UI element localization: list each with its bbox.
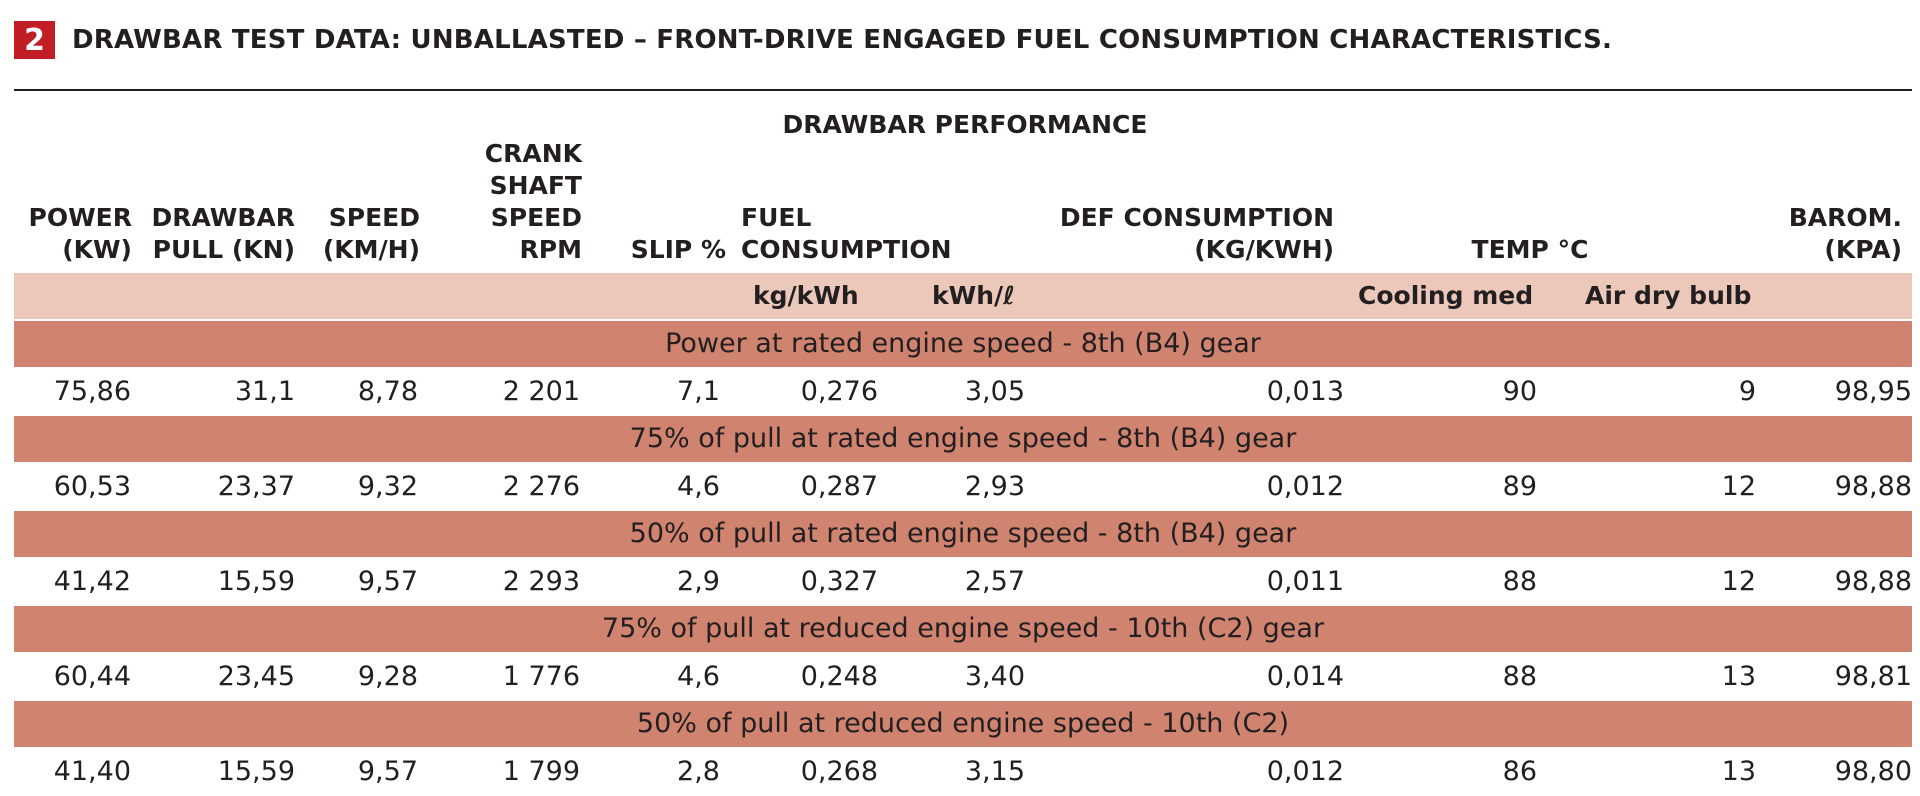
cell-cooling-med: 88: [1502, 566, 1537, 597]
subheader-kg-kwh: kg/kWh: [753, 281, 859, 310]
cell-drawbar-pull: 15,59: [217, 756, 295, 787]
cell-drawbar-pull: 31,1: [234, 376, 295, 407]
cell-def: 0,011: [1266, 566, 1344, 597]
cell-kwh-l: 3,05: [964, 376, 1025, 407]
cell-barometer: 98,88: [1834, 566, 1912, 597]
cell-def: 0,013: [1266, 376, 1344, 407]
cell-rpm: 2 201: [502, 376, 580, 407]
cell-rpm: 1 776: [502, 661, 580, 692]
cell-rpm: 1 799: [502, 756, 580, 787]
subheader-kwh-l: kWh/ℓ: [932, 281, 1015, 310]
cell-air-dry-bulb: 13: [1721, 661, 1756, 692]
cell-kg-kwh: 0,268: [800, 756, 878, 787]
cell-slip: 2,9: [677, 566, 720, 597]
cell-rpm: 2 276: [502, 471, 580, 502]
table-row: 75,86 31,1 8,78 2 201 7,1 0,276 3,05 0,0…: [14, 368, 1912, 416]
cell-power: 41,40: [53, 756, 131, 787]
cell-speed: 8,78: [357, 376, 418, 407]
cell-air-dry-bulb: 13: [1721, 756, 1756, 787]
cell-cooling-med: 89: [1502, 471, 1537, 502]
col-header-slip: SLIP %: [630, 235, 726, 264]
table-row: 60,44 23,45 9,28 1 776 4,6 0,248 3,40 0,…: [14, 653, 1912, 701]
cell-drawbar-pull: 23,37: [217, 471, 295, 502]
section-row-label: Power at rated engine speed - 8th (B4) g…: [14, 321, 1912, 368]
section-row-label: 75% of pull at rated engine speed - 8th …: [14, 416, 1912, 463]
cell-slip: 4,6: [677, 471, 720, 502]
document-header: 2 DRAWBAR TEST DATA: UNBALLASTED – FRONT…: [14, 20, 1612, 60]
cell-kg-kwh: 0,327: [800, 566, 878, 597]
cell-cooling-med: 86: [1502, 756, 1537, 787]
cell-slip: 7,1: [677, 376, 720, 407]
col-header-drawbar-pull: DRAWBAR PULL (KN): [151, 203, 295, 264]
col-header-temp: TEMP °C: [1471, 235, 1589, 264]
cell-power: 41,42: [53, 566, 131, 597]
cell-speed: 9,57: [357, 756, 418, 787]
cell-kg-kwh: 0,276: [800, 376, 878, 407]
cell-kwh-l: 2,93: [964, 471, 1025, 502]
cell-cooling-med: 90: [1502, 376, 1537, 407]
cell-kwh-l: 2,57: [964, 566, 1025, 597]
cell-drawbar-pull: 15,59: [217, 566, 295, 597]
section-row-label: 50% of pull at reduced engine speed - 10…: [14, 701, 1912, 748]
cell-slip: 4,6: [677, 661, 720, 692]
cell-power: 60,44: [53, 661, 131, 692]
cell-cooling-med: 88: [1502, 661, 1537, 692]
col-header-crankshaft-speed: CRANK SHAFT SPEED RPM: [484, 139, 582, 264]
cell-barometer: 98,95: [1834, 376, 1912, 407]
cell-barometer: 98,88: [1834, 471, 1912, 502]
table-body: Power at rated engine speed - 8th (B4) g…: [14, 321, 1912, 796]
cell-drawbar-pull: 23,45: [217, 661, 295, 692]
table-row: 60,53 23,37 9,32 2 276 4,6 0,287 2,93 0,…: [14, 463, 1912, 511]
subheader-air-dry-bulb: Air dry bulb: [1585, 281, 1752, 310]
section-row-label: 75% of pull at reduced engine speed - 10…: [14, 606, 1912, 653]
cell-kwh-l: 3,40: [964, 661, 1025, 692]
cell-speed: 9,57: [357, 566, 418, 597]
cell-air-dry-bulb: 9: [1738, 376, 1756, 407]
col-header-power: POWER (KW): [28, 203, 132, 264]
cell-rpm: 2 293: [502, 566, 580, 597]
group-heading-drawbar-performance: DRAWBAR PERFORMANCE: [782, 110, 1148, 139]
cell-kg-kwh: 0,248: [800, 661, 878, 692]
title-divider: [14, 89, 1912, 91]
cell-speed: 9,28: [357, 661, 418, 692]
table-title: DRAWBAR TEST DATA: UNBALLASTED – FRONT-D…: [72, 25, 1613, 55]
cell-power: 75,86: [53, 376, 131, 407]
cell-barometer: 98,81: [1834, 661, 1912, 692]
cell-air-dry-bulb: 12: [1721, 471, 1756, 502]
cell-def: 0,012: [1266, 471, 1344, 502]
cell-power: 60,53: [53, 471, 131, 502]
col-header-def-consumption: DEF CONSUMPTION (KG/KWH): [1059, 203, 1334, 264]
cell-def: 0,012: [1266, 756, 1344, 787]
col-header-fuel-consumption: FUEL CONSUMPTION: [741, 203, 952, 264]
subheader-cooling-med: Cooling med: [1358, 281, 1534, 310]
cell-def: 0,014: [1266, 661, 1344, 692]
col-header-barometer: BAROM. (KPA): [1788, 203, 1902, 264]
subheader-band: kg/kWh kWh/ℓ Cooling med Air dry bulb: [14, 273, 1912, 319]
cell-air-dry-bulb: 12: [1721, 566, 1756, 597]
section-number-badge: 2: [14, 21, 55, 59]
cell-slip: 2,8: [677, 756, 720, 787]
section-row-label: 50% of pull at rated engine speed - 8th …: [14, 511, 1912, 558]
table-row: 41,42 15,59 9,57 2 293 2,9 0,327 2,57 0,…: [14, 558, 1912, 606]
table-row: 41,40 15,59 9,57 1 799 2,8 0,268 3,15 0,…: [14, 748, 1912, 796]
cell-barometer: 98,80: [1834, 756, 1912, 787]
cell-kg-kwh: 0,287: [800, 471, 878, 502]
cell-kwh-l: 3,15: [964, 756, 1025, 787]
cell-speed: 9,32: [357, 471, 418, 502]
col-header-speed: SPEED (KM/H): [322, 203, 420, 264]
